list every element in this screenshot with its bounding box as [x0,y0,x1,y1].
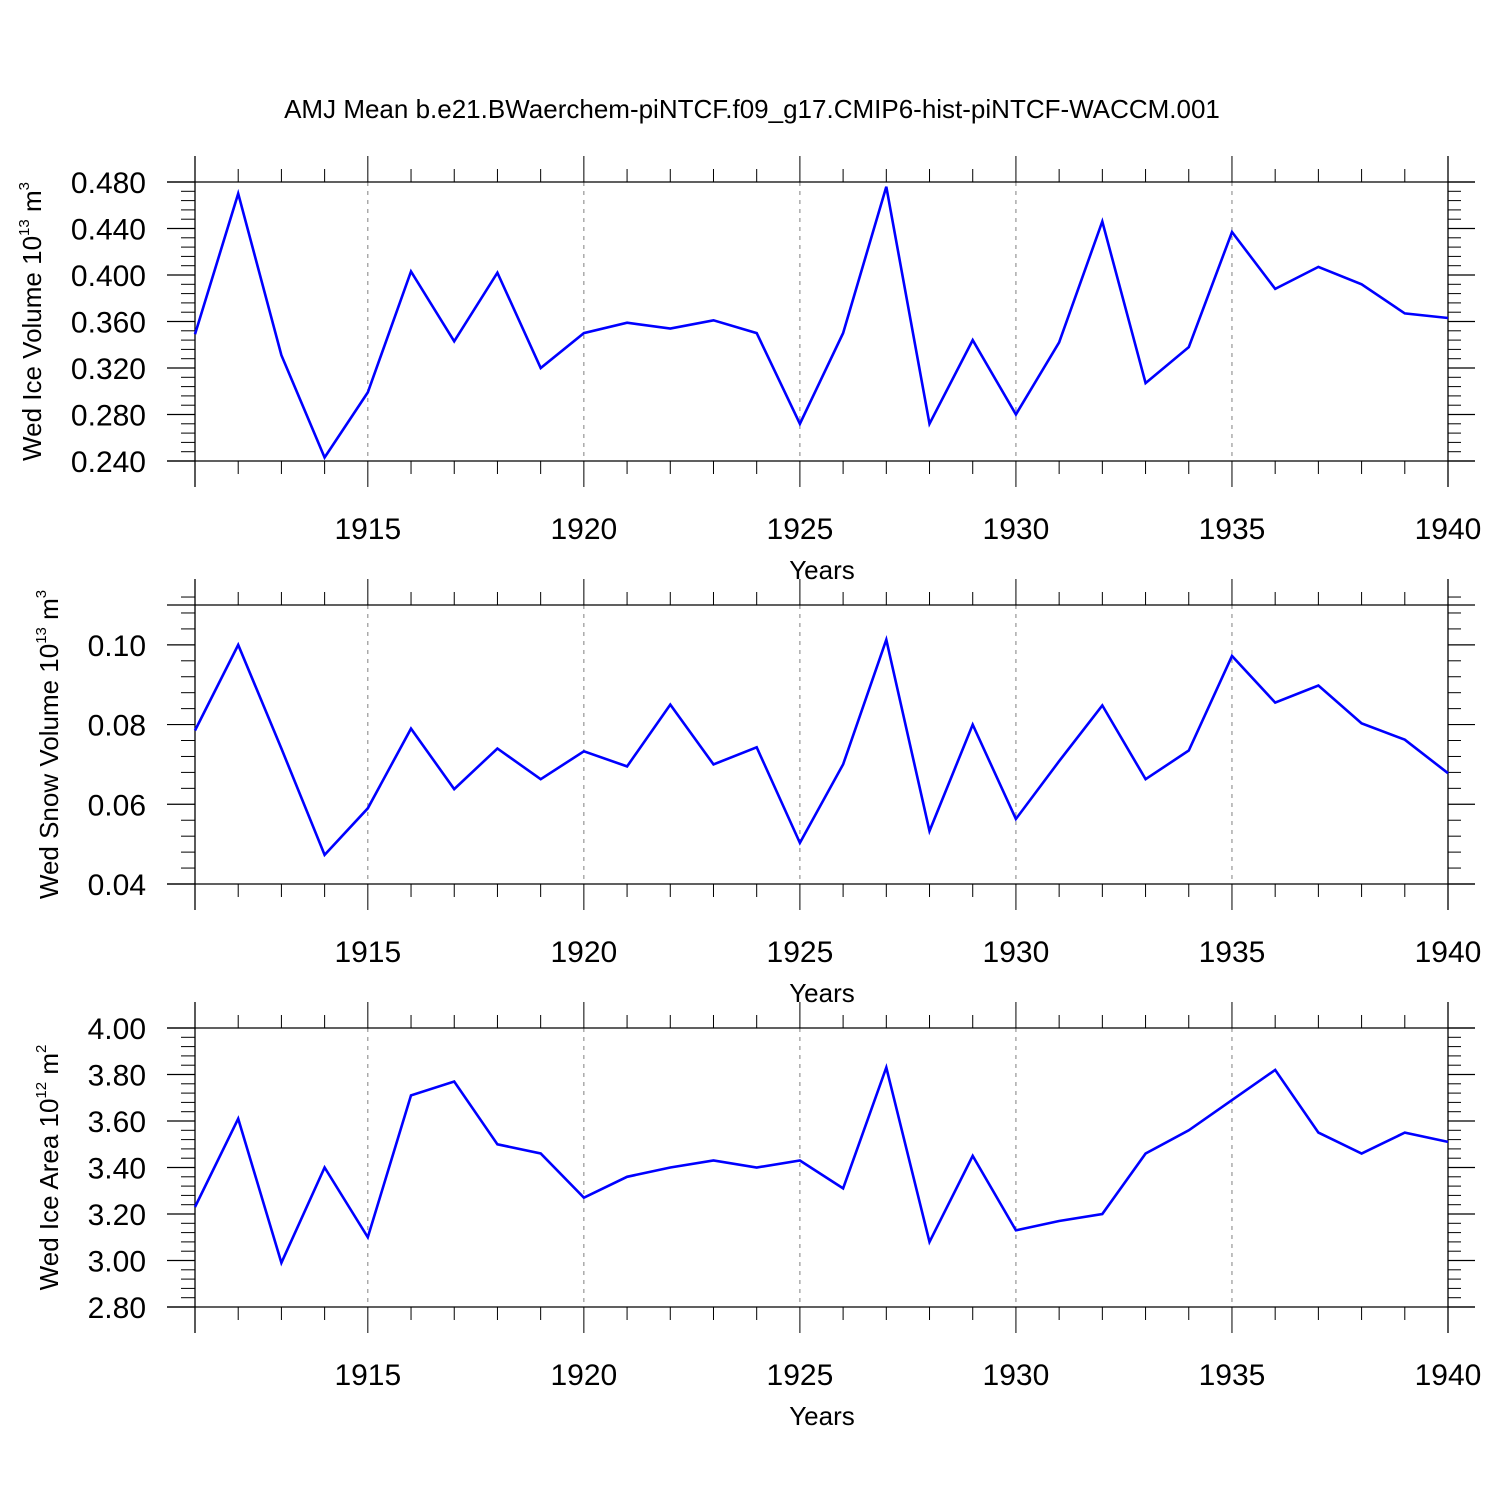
x-tick-label: 1935 [1199,1359,1266,1392]
y-tick-label: 0.240 [71,446,146,479]
y-tick-label: 0.360 [71,307,146,340]
x-tick-label: 1940 [1415,513,1482,546]
y-tick-label: 0.480 [71,167,146,200]
x-tick-label: 1920 [550,1359,617,1392]
x-axis-title: Years [789,1401,855,1431]
y-tick-label: 2.80 [88,1292,146,1325]
y-tick-label: 0.04 [88,869,146,902]
y-tick-label: 3.40 [88,1153,146,1186]
x-tick-label: 1930 [983,1359,1050,1392]
x-tick-label: 1935 [1199,936,1266,969]
y-tick-label: 3.00 [88,1246,146,1279]
panel-2: 0.04 0.06 0.08 0.10 1915 1920 1925 1930 1935 1940… [33,579,1481,1008]
series-line [193,634,1449,858]
y-tick-label: 0.400 [71,260,146,293]
y-tick-label: 3.20 [88,1199,146,1232]
y-axis-title: Wed Ice Area 1012 m2 [33,1045,64,1291]
x-tick-label: 1930 [983,513,1050,546]
y-axis-title: Wed Snow Volume 1013 m3 [33,590,64,899]
x-tick-label: 1925 [767,1359,834,1392]
x-tick-label: 1935 [1199,513,1266,546]
x-tick-label: 1930 [983,936,1050,969]
series-line [193,186,1449,461]
x-tick-label: 1915 [334,1359,401,1392]
series-line [193,1063,1449,1267]
x-axis-title: Years [789,555,855,585]
y-tick-label: 0.440 [71,214,146,247]
y-tick-label: 0.06 [88,789,146,822]
x-tick-label: 1920 [550,513,617,546]
y-axis-title: Wed Ice Volume 1013 m3 [16,182,47,461]
x-tick-label: 1920 [550,936,617,969]
x-tick-label: 1925 [767,513,834,546]
y-tick-label: 4.00 [88,1013,146,1046]
x-tick-label: 1915 [334,513,401,546]
x-tick-label: 1925 [767,936,834,969]
panel-3: 2.80 3.00 3.20 3.40 3.60 3.80 4.00 1915 1920 1925… [33,1002,1481,1431]
y-tick-label: 3.60 [88,1106,146,1139]
panel-1: 0.240 0.280 0.320 0.360 0.400 0.440 0.480 1915 1… [16,156,1481,585]
x-tick-label: 1940 [1415,936,1482,969]
y-tick-label: 0.280 [71,400,146,433]
chart-title: AMJ Mean b.e21.BWaerchem-piNTCF.f09_g17.… [284,94,1220,124]
x-tick-label: 1940 [1415,1359,1482,1392]
y-tick-label: 0.320 [71,353,146,386]
y-tick-label: 0.08 [88,710,146,743]
y-tick-label: 3.80 [88,1060,146,1093]
x-axis-title: Years [789,978,855,1008]
y-tick-label: 0.10 [88,630,146,663]
x-tick-label: 1915 [334,936,401,969]
